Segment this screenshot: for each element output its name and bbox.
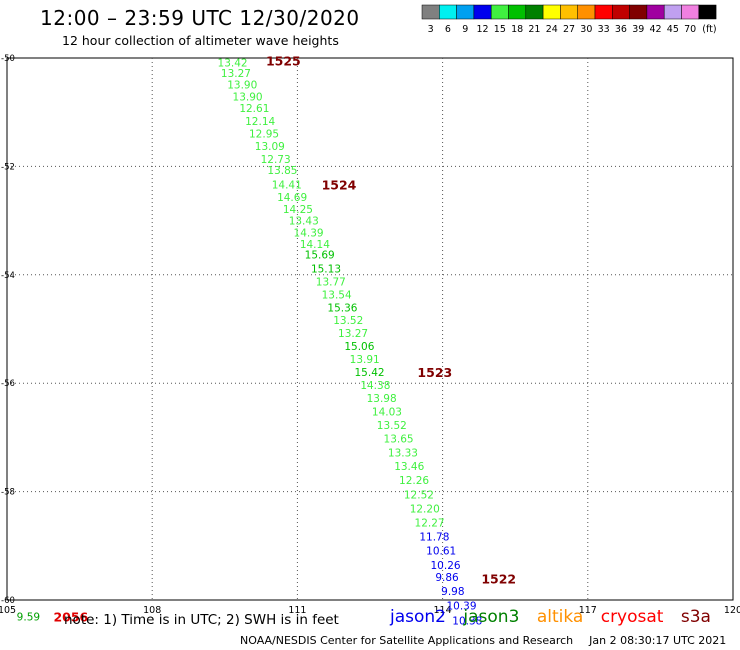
wave-height-value: 15.13	[311, 263, 341, 275]
generated-timestamp: Jan 2 08:30:17 UTC 2021	[589, 634, 727, 647]
pass-time-label: 1525	[266, 54, 301, 69]
wave-height-value: 9.86	[435, 572, 459, 584]
wave-height-value: 13.33	[388, 448, 418, 460]
wave-height-value: 14.41	[272, 179, 302, 191]
map-frame	[6, 57, 734, 601]
scale-label: 6	[445, 24, 451, 35]
wave-height-value: 14.03	[372, 406, 402, 418]
lon-tick-label: 114	[434, 605, 452, 616]
wave-height-value: 13.85	[267, 165, 297, 177]
wave-height-value: 11.78	[419, 532, 449, 544]
wave-height-value: 15.42	[355, 367, 385, 379]
lat-tick-label: -50	[1, 54, 15, 64]
lon-tick-label: 111	[288, 605, 306, 616]
page-subtitle: 12 hour collection of altimeter wave hei…	[62, 33, 339, 48]
lon-tick-label: 105	[0, 605, 16, 616]
wave-height-value: 14.69	[277, 192, 307, 204]
legend-s3a: s3a	[680, 607, 711, 627]
wave-height-value: 13.46	[394, 461, 424, 473]
pass-time-label: 1524	[322, 177, 357, 192]
wave-height-value: 13.54	[322, 289, 352, 301]
scale-label: 24	[546, 24, 558, 35]
scale-label: 36	[615, 24, 627, 35]
wave-height-value: 13.90	[233, 91, 263, 103]
wave-height-color-scale: 3 6 9 12 15 18 21 24 27 30 33 36 39 42 45 70 (ft)	[421, 4, 717, 35]
wave-height-value: 10.39	[446, 600, 476, 612]
credit-line: NOAA/NESDIS Center for Satellite Applica…	[240, 634, 726, 647]
wave-height-value: 12.52	[404, 489, 434, 501]
scale-label: 33	[598, 24, 610, 35]
wave-height-value: 13.42	[218, 57, 248, 69]
scale-label: 39	[632, 24, 644, 35]
lon-tick-label: 108	[143, 605, 161, 616]
scale-label: 42	[650, 24, 662, 35]
lat-tick-label: -54	[1, 271, 15, 281]
pass-time-label: 1522	[481, 571, 516, 586]
wave-height-value: 13.43	[289, 216, 319, 228]
scale-label: 18	[511, 24, 523, 35]
scale-label: (ft)	[702, 24, 716, 35]
scale-label: 15	[494, 24, 506, 35]
satellite-legend: jason2 jason3 altika cryosat s3a	[390, 607, 723, 627]
scale-label: 9	[462, 24, 468, 35]
lat-tick-label: -52	[1, 162, 15, 172]
lat-tick-label: -58	[1, 488, 15, 498]
scale-swatch	[698, 4, 717, 20]
lon-tick-label: 120	[724, 605, 740, 616]
wave-height-value: 12.73	[261, 154, 291, 166]
wave-height-value: 10.38	[452, 616, 482, 628]
wave-height-value: 14.25	[283, 204, 313, 216]
pass-time-label: 2056	[53, 609, 88, 624]
wave-height-value: 12.20	[410, 503, 440, 515]
wave-height-value: 10.61	[426, 546, 456, 558]
lat-tick-label: -56	[1, 379, 15, 389]
wave-height-value: 12.27	[415, 517, 445, 529]
pass-time-label: 1523	[417, 365, 452, 380]
wave-height-value: 13.52	[377, 420, 407, 432]
wave-height-value: 12.61	[239, 103, 269, 115]
wave-height-value: 14.14	[300, 239, 330, 251]
wave-height-value: 15.36	[327, 302, 357, 314]
wave-height-value: 13.52	[333, 315, 363, 327]
scale-label: 12	[477, 24, 489, 35]
scale-label: 3	[428, 24, 434, 35]
legend-cryosat: cryosat	[600, 607, 664, 627]
wave-height-value: 13.98	[367, 393, 397, 405]
wave-height-value: 13.65	[384, 433, 414, 445]
scale-label: 70	[684, 24, 696, 35]
wave-height-value: 12.14	[245, 116, 275, 128]
wave-height-value: 13.09	[255, 141, 285, 153]
wave-height-value: 9.59	[17, 611, 40, 623]
wave-height-value: 13.27	[221, 68, 251, 80]
wave-height-value: 13.27	[338, 328, 368, 340]
wave-height-value: 12.95	[249, 128, 279, 140]
legend-altika: altika	[536, 607, 584, 627]
wave-height-value: 14.39	[294, 228, 324, 240]
scale-label: 27	[563, 24, 575, 35]
wave-height-value: 15.06	[344, 341, 374, 353]
wave-height-value: 13.90	[227, 80, 257, 92]
wave-height-value: 15.69	[305, 250, 335, 262]
lon-tick-label: 117	[579, 605, 597, 616]
scale-label: 45	[667, 24, 679, 35]
scale-label: 21	[528, 24, 540, 35]
legend-jason3: jason3	[463, 607, 520, 627]
wave-height-value: 10.26	[431, 560, 461, 572]
wave-height-value: 12.26	[399, 475, 429, 487]
wave-height-value: 9.98	[441, 586, 464, 598]
page-title: 12:00 – 23:59 UTC 12/30/2020	[40, 6, 360, 30]
scale-label: 30	[580, 24, 592, 35]
lat-tick-label: -60	[1, 596, 15, 606]
legend-jason2: jason2	[390, 607, 446, 627]
wave-height-value: 13.91	[350, 354, 380, 366]
wave-height-value: 13.77	[316, 276, 346, 288]
footer-note: note: 1) Time is in UTC; 2) SWH is in fe…	[64, 612, 339, 628]
wave-height-value: 14.38	[360, 380, 390, 392]
credit-text: NOAA/NESDIS Center for Satellite Applica…	[240, 634, 574, 647]
